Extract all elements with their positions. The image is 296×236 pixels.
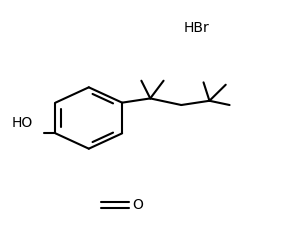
Text: O: O — [132, 198, 143, 212]
Text: HBr: HBr — [184, 21, 209, 35]
Text: HO: HO — [12, 116, 33, 130]
